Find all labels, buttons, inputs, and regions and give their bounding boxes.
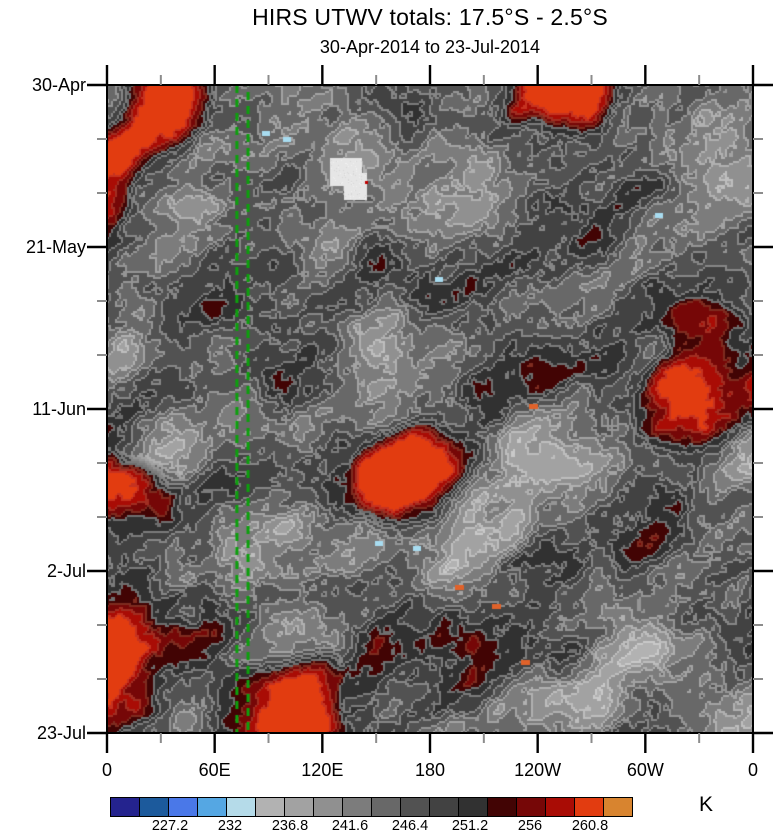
colorbar-tick-label: 251.2	[451, 818, 489, 834]
colorbar-cell-9	[371, 797, 401, 817]
colorbar-cell-14	[516, 797, 546, 817]
colorbar-cell-3	[197, 797, 227, 817]
colorbar-cell-13	[487, 797, 517, 817]
colorbar-tick-label: 246.4	[391, 818, 429, 834]
colorbar-cell-6	[284, 797, 314, 817]
colorbar-cell-0	[110, 797, 140, 817]
colorbar-tick-label: 227.2	[151, 818, 189, 834]
contour-field-canvas	[107, 85, 753, 733]
y-tick-label: 2-Jul	[46, 561, 86, 581]
y-tick-label: 23-Jul	[36, 723, 86, 743]
colorbar-cell-17	[603, 797, 633, 817]
colorbar-tick-label: 260.8	[571, 818, 609, 834]
y-tick-label: 21-May	[25, 237, 86, 257]
colorbar	[110, 797, 633, 817]
x-tick-label: 60E	[198, 760, 231, 780]
colorbar-cell-15	[545, 797, 575, 817]
x-tick-label: 0	[101, 760, 112, 780]
y-tick-label: 11-Jun	[32, 399, 86, 419]
chart-title: HIRS UTWV totals: 17.5°S - 2.5°S	[252, 4, 608, 30]
colorbar-cell-1	[139, 797, 169, 817]
colorbar-tick-label: 236.8	[271, 818, 309, 834]
x-tick-label: 120E	[301, 760, 344, 780]
colorbar-cell-8	[342, 797, 372, 817]
colorbar-cell-4	[226, 797, 256, 817]
colorbar-cell-11	[429, 797, 459, 817]
colorbar-cell-10	[400, 797, 430, 817]
colorbar-cell-7	[313, 797, 343, 817]
colorbar-cell-12	[458, 797, 488, 817]
x-tick-label: 0	[747, 760, 758, 780]
colorbar-tick-label: 241.6	[331, 818, 369, 834]
x-tick-label: 120W	[514, 760, 562, 780]
colorbar-cell-16	[574, 797, 604, 817]
colorbar-cell-2	[168, 797, 198, 817]
chart-subtitle: 30-Apr-2014 to 23-Jul-2014	[319, 37, 541, 57]
colorbar-cell-5	[255, 797, 285, 817]
colorbar-tick-label: 256	[517, 818, 543, 834]
y-tick-label: 30-Apr	[31, 75, 86, 95]
colorbar-units-label: K	[698, 793, 713, 816]
colorbar-tick-label: 232	[217, 818, 243, 834]
x-tick-label: 60W	[626, 760, 664, 780]
x-tick-label: 180	[414, 760, 446, 780]
